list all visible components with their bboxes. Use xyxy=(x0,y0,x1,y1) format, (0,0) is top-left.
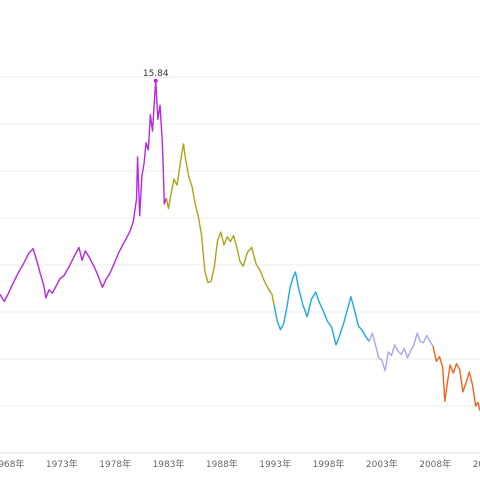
series-line xyxy=(165,143,275,306)
x-tick-label: 2013年 xyxy=(473,458,480,470)
series-line xyxy=(0,80,168,303)
peak-label: 15.84 xyxy=(143,69,169,79)
peak-marker xyxy=(153,78,158,83)
x-tick-label: 2008年 xyxy=(419,458,451,470)
series-line xyxy=(273,271,370,346)
x-axis-ticks: 1968年 1973年 1978年 1983年 1988年 1993年 1998年 2003年… xyxy=(0,458,480,470)
x-tick-label: 1968年 xyxy=(0,458,24,470)
series-line xyxy=(368,332,434,372)
gridlines xyxy=(0,76,480,454)
x-tick-label: 1973年 xyxy=(46,458,78,470)
x-tick-label: 1993年 xyxy=(259,458,291,470)
annotations: 15.84 xyxy=(143,69,169,83)
series-lines xyxy=(0,80,480,411)
x-tick-label: 2003年 xyxy=(366,458,398,470)
x-tick-label: 1978年 xyxy=(99,458,131,470)
x-tick-label: 1998年 xyxy=(313,458,345,470)
series-line xyxy=(432,345,480,411)
x-tick-label: 1988年 xyxy=(206,458,238,470)
x-tick-label: 1983年 xyxy=(153,458,185,470)
